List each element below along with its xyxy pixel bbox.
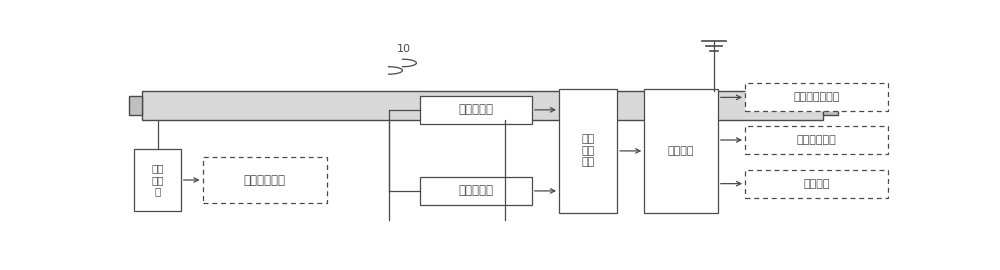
Bar [202, 157, 326, 203]
Text: 通讯模块: 通讯模块 [803, 179, 830, 189]
Bar [822, 96, 838, 114]
Text: 数据存储模块: 数据存储模块 [797, 135, 837, 145]
Bar [129, 96, 142, 114]
Bar [420, 177, 532, 205]
Text: 信号发生模块: 信号发生模块 [244, 174, 286, 187]
Text: 主控制器: 主控制器 [668, 146, 694, 156]
Text: 电流传感器: 电流传感器 [458, 103, 493, 116]
Text: 显示与报警电路: 显示与报警电路 [794, 92, 840, 102]
Bar [134, 149, 181, 211]
Text: 10: 10 [397, 44, 411, 54]
Bar [745, 83, 888, 112]
Text: 隔离
变压
器: 隔离 变压 器 [151, 163, 164, 197]
Bar [745, 126, 888, 154]
Text: 电压传感器: 电压传感器 [458, 184, 493, 197]
Text: 信号
调理
电路: 信号 调理 电路 [581, 134, 595, 167]
Bar [142, 91, 822, 120]
Bar [644, 89, 718, 213]
Bar [745, 170, 888, 198]
Bar [420, 96, 532, 124]
Bar [559, 89, 617, 213]
